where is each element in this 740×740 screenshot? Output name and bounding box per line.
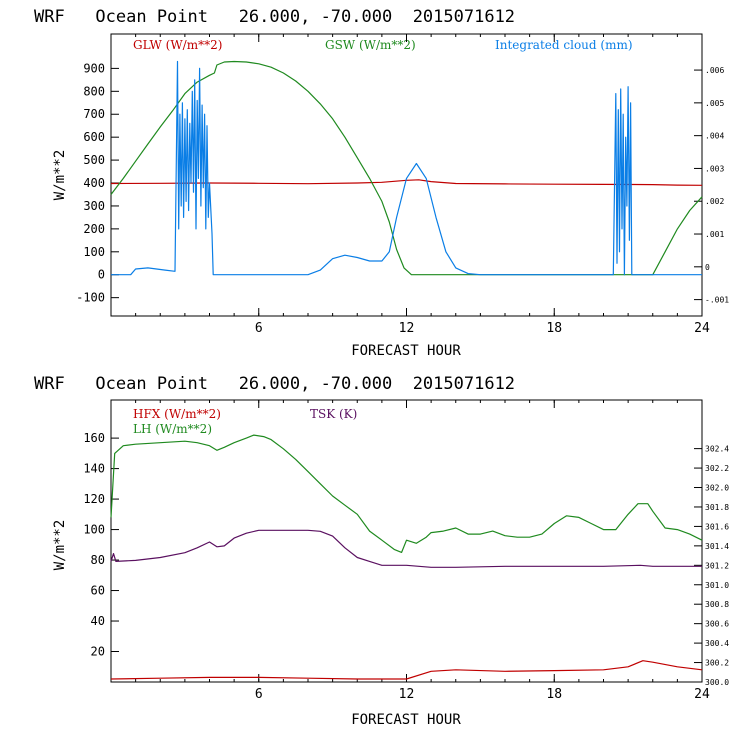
bottom-y-tick-label: 140 [83,462,105,476]
top-y2-tick-label: 0 [705,263,710,272]
top-series [110,60,703,276]
top-y-tick-label: 500 [83,153,105,167]
top-y-tick-label: 200 [83,222,105,236]
top-y2-tick-label: .003 [705,164,724,173]
bottom-x-tick-label: 6 [255,687,263,702]
bottom-bottom-ticks: 6 12 18 24 [135,400,710,702]
top-panel: WRF Ocean Point 26.000, -70.000 20150716… [34,7,729,359]
bottom-y-tick-label: 60 [91,584,105,598]
top-y2-tick-label: -.001 [705,296,729,305]
bottom-y2-tick-label: 301.2 [705,561,729,570]
bottom-y2-tick-label: 300.4 [705,639,729,648]
top-legend-glw: GLW (W/m**2) [133,38,222,52]
top-y-tick-label: 300 [83,199,105,213]
top-y2-tick-label: .001 [705,230,724,239]
bottom-y2-tick-label: 301.6 [705,522,729,531]
top-series-line-2 [111,60,702,276]
bottom-legend-lh: LH (W/m**2) [133,422,212,436]
bottom-y2-tick-label: 300.2 [705,659,729,668]
bottom-series-line-0 [110,660,703,680]
bottom-xaxis-label: FORECAST HOUR [351,712,461,728]
bottom-panel-title: WRF Ocean Point 26.000, -70.000 20150716… [34,374,515,394]
top-x-tick-label: 18 [546,321,562,336]
top-right-ticks: -.001 0 .001 .002 .003 .004 .005 .006 [694,66,729,305]
bottom-y2-tick-label: 302.2 [705,464,729,473]
top-left-ticks: -100 0 100 200 300 400 500 600 700 800 900 [76,61,119,305]
bottom-y2-tick-label: 300.6 [705,620,729,629]
bottom-x-tick-label: 12 [399,687,415,702]
bottom-legend-hfx: HFX (W/m**2) [133,407,221,421]
bottom-series-line-2 [110,529,702,568]
bottom-series [110,434,703,680]
bottom-y2-tick-label: 301.4 [705,542,729,551]
bottom-x-tick-label: 18 [546,687,562,702]
top-legend-gsw: GSW (W/m**2) [325,38,416,52]
bottom-y-tick-label: 120 [83,492,105,506]
bottom-y-tick-label: 80 [91,553,105,567]
bottom-x-tick-label: 24 [694,687,710,702]
top-series-line-1 [110,60,703,276]
top-x-tick-label: 24 [694,321,710,336]
top-x-tick-label: 6 [255,321,263,336]
top-y-tick-label: 100 [83,245,105,259]
top-yaxis-label: W/m**2 [52,150,68,201]
top-y-tick-label: 800 [83,84,105,98]
top-legend-cloud: Integrated cloud (mm) [495,38,633,52]
top-bottom-ticks: 6 12 18 24 [135,34,710,336]
top-y-tick-label: 600 [83,130,105,144]
bottom-yaxis-label: W/m**2 [52,520,68,571]
top-y2-tick-label: .005 [705,99,724,108]
top-y2-tick-label: .006 [705,66,724,75]
bottom-y2-tick-label: 302.0 [705,484,729,493]
top-y2-tick-label: .004 [705,132,724,141]
top-y-tick-label: 700 [83,107,105,121]
bottom-legend-tsk: TSK (K) [310,407,357,421]
top-panel-title: WRF Ocean Point 26.000, -70.000 20150716… [34,7,515,27]
top-y-tick-label: 900 [83,61,105,75]
bottom-y-tick-label: 20 [91,645,105,659]
bottom-y-tick-label: 100 [83,523,105,537]
bottom-left-ticks: 20 40 60 80 100 120 140 160 [83,431,119,659]
bottom-y2-tick-label: 302.4 [705,445,729,454]
top-xaxis-label: FORECAST HOUR [351,343,461,359]
bottom-y2-tick-label: 300.8 [705,600,729,609]
top-y2-tick-label: .002 [705,197,724,206]
bottom-panel: WRF Ocean Point 26.000, -70.000 20150716… [34,374,729,728]
bottom-y2-tick-label: 301.0 [705,581,729,590]
top-y-tick-label: 400 [83,176,105,190]
bottom-y-tick-label: 40 [91,614,105,628]
bottom-y-tick-label: 160 [83,431,105,445]
bottom-y2-tick-label: 301.8 [705,503,729,512]
top-y-tick-label: 0 [98,268,105,282]
bottom-series-line-1 [110,434,703,553]
top-x-tick-label: 12 [399,321,415,336]
bottom-y2-tick-label: 300.0 [705,678,729,687]
bottom-right-ticks: 300.0 300.2 300.4 300.6 300.8 301.0 301.2 301.4… [694,445,729,687]
top-y-tick-label: -100 [76,291,105,305]
